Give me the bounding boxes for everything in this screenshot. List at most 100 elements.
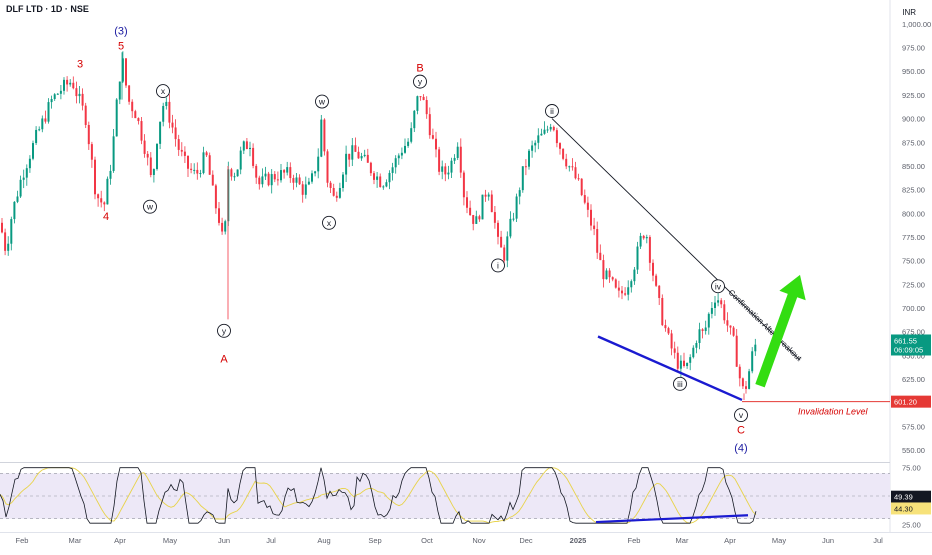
wave-label-circle bbox=[413, 74, 427, 89]
price-tick-label: 750.00 bbox=[902, 257, 925, 266]
time-tick-label: Oct bbox=[421, 536, 434, 545]
candle-body bbox=[701, 329, 704, 332]
candle-body bbox=[311, 173, 313, 182]
candle-body bbox=[335, 195, 338, 198]
rsi-moving-average bbox=[0, 467, 757, 524]
candle-body bbox=[655, 275, 658, 286]
candle-body bbox=[63, 79, 65, 91]
candle-body bbox=[289, 167, 292, 179]
candle-body bbox=[509, 218, 512, 237]
candle-body bbox=[81, 93, 84, 106]
candle-body bbox=[686, 362, 689, 367]
candle-body bbox=[400, 152, 403, 156]
candle-body bbox=[242, 141, 245, 151]
candle-body bbox=[394, 158, 397, 168]
candle-body bbox=[7, 243, 10, 251]
rsi-ma-tag bbox=[891, 502, 931, 515]
wave-label-circle bbox=[673, 376, 687, 391]
candle-body bbox=[478, 216, 481, 220]
candle-body bbox=[202, 152, 205, 174]
candle-body bbox=[351, 145, 354, 160]
candle-body bbox=[255, 165, 258, 178]
candle-body bbox=[342, 174, 344, 188]
rsi-line bbox=[0, 467, 757, 524]
wave-label-circle bbox=[156, 84, 170, 99]
candle-body bbox=[407, 141, 410, 146]
candle-body bbox=[435, 138, 437, 150]
candle-body bbox=[565, 158, 568, 167]
candle-body bbox=[577, 178, 580, 180]
candle-body bbox=[683, 360, 685, 367]
candle-body bbox=[428, 114, 431, 136]
time-tick-label: Jun bbox=[218, 536, 230, 545]
candle-body bbox=[388, 172, 391, 183]
rsi-tick-label: 75.00 bbox=[902, 464, 921, 473]
candle-body bbox=[106, 178, 109, 205]
candle-body bbox=[593, 225, 596, 230]
candle-body bbox=[140, 121, 143, 141]
candle-body bbox=[462, 172, 465, 198]
price-tick-label: 550.00 bbox=[902, 446, 925, 455]
candle-body bbox=[521, 166, 524, 191]
candle-body bbox=[503, 247, 506, 261]
candle-body bbox=[726, 320, 729, 326]
support-line bbox=[597, 335, 743, 402]
wave-label: C bbox=[737, 424, 745, 436]
candle-body bbox=[630, 281, 633, 288]
price-tick-label: 650.00 bbox=[902, 351, 925, 360]
candle-body bbox=[208, 155, 211, 175]
candle-body bbox=[239, 150, 242, 170]
candle-body bbox=[47, 102, 50, 122]
candle-body bbox=[249, 147, 251, 150]
candle-body bbox=[419, 96, 422, 98]
candle-body bbox=[456, 146, 459, 158]
invalidation-label: Invalidation Level bbox=[798, 407, 869, 417]
candle-body bbox=[276, 179, 279, 181]
candle-body bbox=[546, 129, 549, 131]
candle-body bbox=[196, 169, 199, 174]
countdown-value: 06:09:05 bbox=[894, 345, 923, 354]
candle-body bbox=[236, 169, 239, 177]
rsi-divergence-line bbox=[595, 514, 749, 524]
candle-body bbox=[69, 82, 72, 85]
candle-body bbox=[562, 148, 565, 159]
candle-body bbox=[304, 184, 307, 195]
wave-label: iii bbox=[677, 379, 683, 389]
candle-body bbox=[199, 173, 202, 175]
candle-body bbox=[534, 142, 537, 146]
candle-body bbox=[376, 176, 379, 180]
wave-label: v bbox=[739, 410, 744, 420]
candle-body bbox=[605, 270, 608, 280]
candle-body bbox=[531, 145, 534, 151]
candle-body bbox=[397, 155, 400, 159]
candle-body bbox=[298, 177, 301, 185]
candle-body bbox=[692, 347, 695, 358]
time-tick-label: Dec bbox=[519, 536, 533, 545]
candle-body bbox=[87, 124, 90, 145]
candle-body bbox=[497, 222, 499, 237]
currency-label: INR bbox=[902, 8, 916, 17]
candle-body bbox=[301, 184, 304, 195]
candle-body bbox=[614, 279, 617, 288]
candle-body bbox=[252, 147, 255, 166]
candle-body bbox=[590, 209, 592, 226]
candle-body bbox=[159, 121, 162, 144]
candle-body bbox=[16, 196, 19, 202]
candle-body bbox=[695, 343, 698, 348]
candle-body bbox=[751, 351, 754, 372]
bullish-arrow bbox=[755, 274, 806, 388]
candle-body bbox=[180, 149, 183, 152]
candle-body bbox=[732, 327, 735, 336]
candle-body bbox=[286, 167, 289, 173]
candle-body bbox=[717, 300, 720, 303]
candle-body bbox=[484, 194, 487, 197]
candle-body bbox=[267, 173, 270, 186]
candle-body bbox=[109, 170, 112, 179]
last-price-value: 661.55 bbox=[894, 336, 917, 345]
candle-body bbox=[224, 221, 227, 232]
candle-body bbox=[100, 198, 103, 203]
candle-body bbox=[75, 88, 78, 97]
candle-body bbox=[90, 144, 93, 160]
